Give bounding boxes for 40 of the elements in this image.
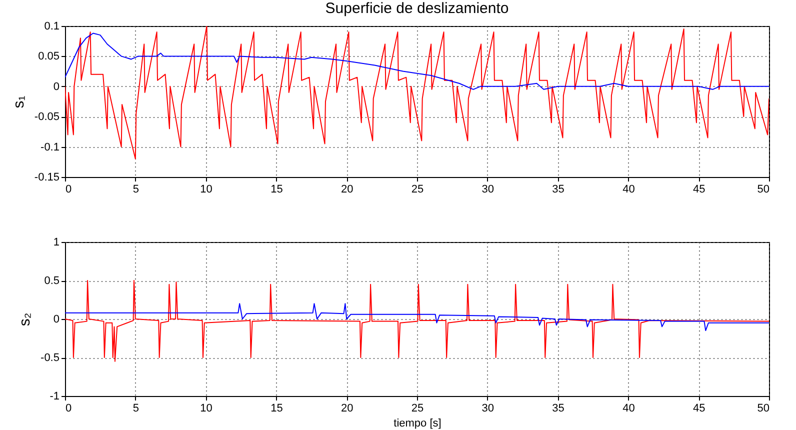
x-tick-label: 50 — [757, 402, 770, 414]
x-tick-label: 45 — [692, 184, 706, 196]
y-tick-label: -0.1 — [40, 141, 60, 154]
y-tick-label: 0.1 — [44, 20, 60, 32]
y-axis-title: s₁ — [10, 96, 28, 108]
y-tick-label: 0 — [53, 80, 60, 93]
y-tick-label: -0.05 — [34, 111, 60, 124]
x-tick-label: 35 — [552, 184, 564, 196]
y-tick-label: -1 — [50, 390, 60, 402]
x-axis-title: tiempo [s] — [394, 418, 442, 430]
x-tick-label: 10 — [200, 402, 212, 414]
y-tick-label: 0 — [53, 314, 60, 326]
x-tick-label: 40 — [622, 184, 635, 196]
x-tick-label: 5 — [132, 402, 139, 414]
x-tick-label: 30 — [482, 184, 494, 196]
x-tick-label: 15 — [270, 402, 283, 414]
x-tick-label: 20 — [340, 184, 354, 196]
x-tick-label: 40 — [622, 402, 635, 414]
line-series — [65, 32, 769, 90]
line-series — [65, 280, 769, 362]
y-tick-label: 1 — [53, 236, 60, 248]
x-tick-label: 10 — [200, 184, 212, 196]
x-tick-label: 30 — [482, 402, 494, 414]
y-tick-label: -0.15 — [34, 172, 60, 184]
x-tick-label: 0 — [66, 184, 72, 196]
y-tick-label: 0.5 — [44, 275, 60, 287]
x-tick-label: 20 — [340, 402, 354, 414]
y-axis-title: s₂ — [16, 312, 34, 326]
x-tick-label: 25 — [411, 184, 424, 196]
y-tick-label: -0.5 — [40, 352, 60, 364]
x-tick-label: 50 — [757, 184, 770, 196]
chart-title: Superficie de deslizamiento — [325, 0, 509, 17]
x-tick-label: 5 — [132, 184, 139, 196]
line-series — [65, 303, 769, 332]
x-tick-label: 25 — [411, 402, 424, 414]
y-tick-label: 0.05 — [38, 50, 60, 63]
x-tick-label: 0 — [66, 402, 72, 414]
x-tick-label: 15 — [270, 184, 283, 196]
x-tick-label: 45 — [692, 402, 706, 414]
x-tick-label: 35 — [552, 402, 564, 414]
